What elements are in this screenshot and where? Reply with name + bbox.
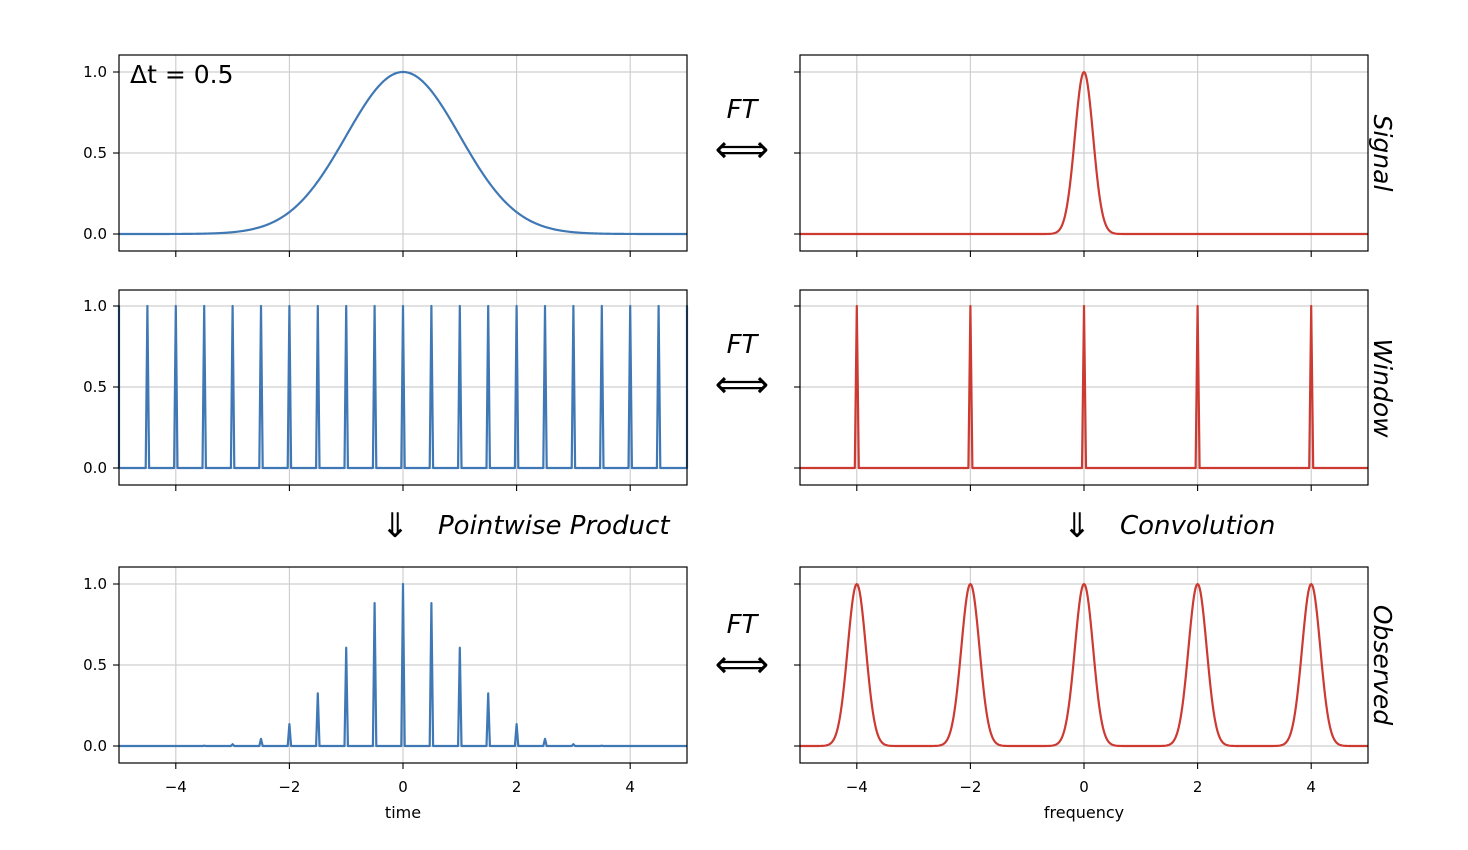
double-arrow-icon: ⟺ (715, 127, 769, 171)
chart-panel-window-frequency (794, 289, 1369, 491)
chart-panel-observed-time: −4 −2 0 2 4 0.0 0.5 1.0 time (83, 566, 688, 822)
y-tick-label: 0.5 (83, 378, 107, 396)
y-tick-label: 0.5 (83, 656, 107, 674)
ft-label-window: FT (727, 330, 760, 360)
series-line-window_ft (800, 304, 1368, 470)
x-axis-label-time: time (385, 803, 421, 822)
x-axis-label-frequency: frequency (1044, 803, 1124, 822)
x-tick-label: −2 (278, 778, 300, 796)
chart-panel-window-time: 0.0 0.5 1.0 (83, 289, 689, 491)
y-tick-label: 0.5 (83, 144, 107, 162)
x-tick-label: 0 (1079, 778, 1089, 796)
series-line-window (117, 304, 689, 470)
chart-panel-signal-time: 0.0 0.5 1.0 (83, 54, 688, 257)
y-tick-label: 0.0 (83, 459, 107, 477)
x-tick-label: 0 (398, 778, 408, 796)
y-tick-label: 1.0 (83, 575, 107, 593)
row-label-signal: Signal (1368, 115, 1397, 192)
series-line-signal (118, 70, 688, 236)
y-tick-label: 1.0 (83, 63, 107, 81)
series-line-observed (119, 582, 687, 748)
y-tick-label: 1.0 (83, 297, 107, 315)
down-arrow-icon: ⇓ (1063, 506, 1092, 546)
x-tick-label: 2 (1193, 778, 1203, 796)
delta-t-label: Δt = 0.5 (130, 60, 234, 89)
chart-panel-signal-frequency (794, 54, 1369, 257)
x-tick-label: −4 (165, 778, 187, 796)
y-tick-label: 0.0 (83, 737, 107, 755)
x-tick-label: 4 (625, 778, 635, 796)
series-line-observed_ft (799, 582, 1369, 748)
pointwise-product-label: Pointwise Product (438, 511, 670, 541)
series-line-signal_ft (799, 70, 1369, 236)
double-arrow-icon: ⟺ (715, 362, 769, 406)
chart-panel-observed-frequency: −4 −2 0 2 4 frequency (794, 566, 1369, 822)
row-label-observed: Observed (1368, 605, 1397, 725)
convolution-label: Convolution (1120, 511, 1275, 541)
x-tick-label: 4 (1306, 778, 1316, 796)
ft-label-signal: FT (727, 95, 760, 125)
down-arrow-icon: ⇓ (381, 506, 410, 546)
x-tick-label: 2 (512, 778, 522, 796)
double-arrow-icon: ⟺ (715, 642, 769, 686)
row-label-window: Window (1368, 338, 1397, 438)
x-tick-label: −4 (846, 778, 868, 796)
ft-label-observed: FT (727, 610, 760, 640)
plots: 0.00.51.00.00.51.0−4 −2 0 2 40.00.51.0time−4… (83, 54, 1369, 822)
y-tick-label: 0.0 (83, 225, 107, 243)
x-tick-label: −2 (959, 778, 981, 796)
